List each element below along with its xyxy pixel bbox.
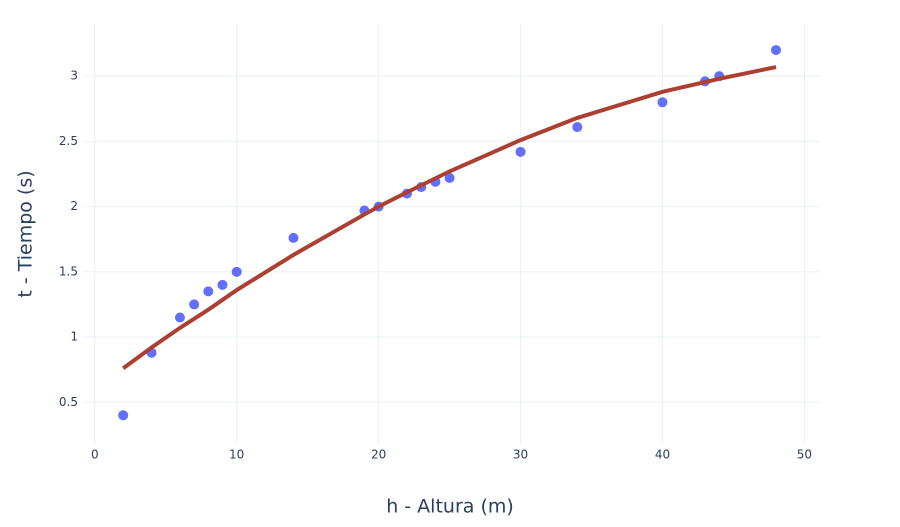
data-point xyxy=(217,279,228,290)
y-tick-label: 3 xyxy=(70,69,78,83)
data-point xyxy=(515,146,526,157)
y-axis-title: t - Tiempo (s) xyxy=(15,170,37,297)
y-tick-label: 2.5 xyxy=(59,134,78,148)
data-point xyxy=(444,172,455,183)
y-tick-label: 1 xyxy=(70,330,78,344)
x-tick-label: 40 xyxy=(655,448,670,462)
x-tick-label: 50 xyxy=(797,448,812,462)
data-point xyxy=(203,286,214,297)
data-point xyxy=(572,122,583,133)
data-point xyxy=(657,97,668,108)
x-tick-label: 10 xyxy=(229,448,244,462)
data-point xyxy=(231,266,242,277)
data-point xyxy=(189,299,200,310)
y-tick-label: 0.5 xyxy=(59,395,78,409)
data-point xyxy=(174,312,185,323)
data-point xyxy=(288,232,299,243)
x-tick-label: 20 xyxy=(371,448,386,462)
data-point xyxy=(771,45,782,56)
x-axis-title: h - Altura (m) xyxy=(386,496,514,518)
fit-line xyxy=(121,65,777,370)
x-tick-label: 30 xyxy=(513,448,528,462)
data-point xyxy=(118,410,129,421)
y-tick-label: 1.5 xyxy=(59,264,78,278)
x-tick-label: 0 xyxy=(91,448,99,462)
y-tick-label: 2 xyxy=(70,199,78,213)
